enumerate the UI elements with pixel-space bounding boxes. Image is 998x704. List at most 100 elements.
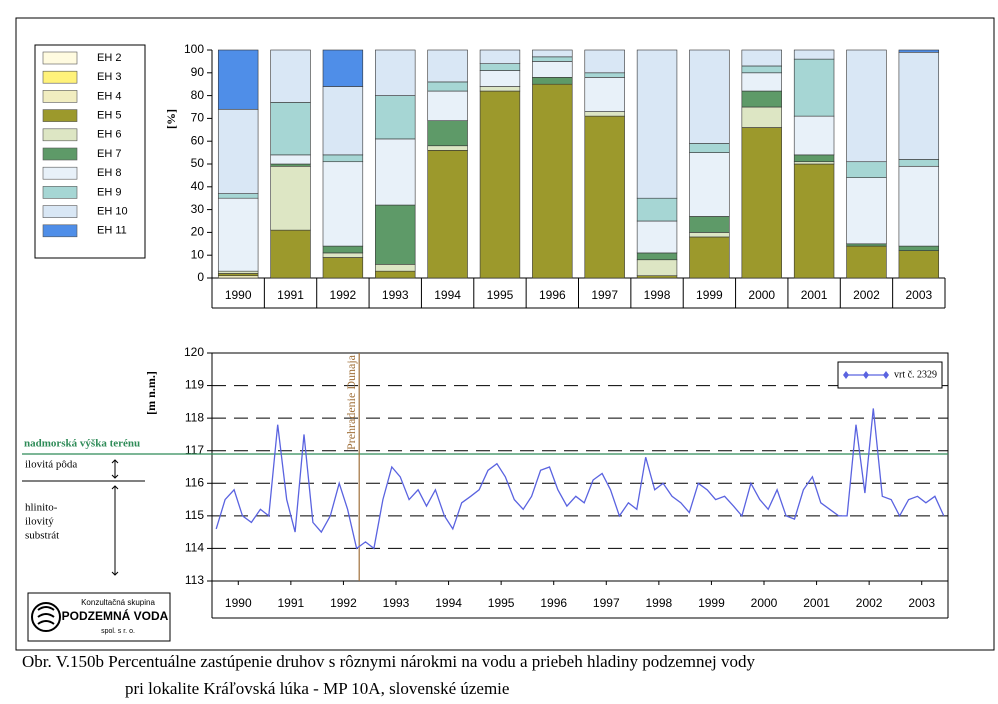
soil-label: ilovitý [25, 516, 54, 528]
bar-segment [898, 51, 940, 160]
bar-segment [270, 163, 311, 167]
bar-segment [741, 127, 782, 279]
bar-segment [532, 61, 573, 78]
x-tick-label: 1996 [539, 288, 566, 302]
bar-segment [793, 115, 835, 156]
bar-segment [793, 161, 835, 165]
bar-segment [636, 197, 678, 222]
x-tick-label: 1991 [277, 288, 304, 302]
bar-segment [793, 163, 835, 279]
x-tick-label: 2000 [751, 596, 778, 610]
x-tick-label: 1993 [382, 288, 409, 302]
y-tick-label: 20 [191, 225, 205, 239]
x-tick-label: 1990 [225, 288, 252, 302]
bar-segment [584, 115, 625, 279]
y-tick-label: 118 [185, 410, 204, 424]
event-label: Prehradenie Dunaja [344, 354, 358, 450]
bar-segment [689, 143, 730, 153]
legend-swatch [42, 186, 78, 199]
bar-segment [427, 150, 468, 279]
logo-waves [37, 606, 55, 625]
y-axis-label: [%] [164, 109, 178, 129]
soil-label: hlinito- [25, 502, 58, 514]
bar-segment [427, 90, 468, 121]
bar-segment [217, 193, 259, 199]
logo: Konzultačná skupina PODZEMNÁ VODA spol. … [27, 592, 171, 642]
logo-text: spol. s r. o. [101, 628, 135, 635]
x-tick-label: 1996 [540, 596, 567, 610]
legend-swatch [42, 51, 78, 65]
bar-segment [270, 154, 311, 165]
y-tick-label: 90 [191, 65, 205, 79]
x-tick-label: 1992 [330, 288, 357, 302]
y-tick-label: 60 [191, 133, 205, 147]
legend-swatch [42, 109, 78, 122]
legend-swatch [42, 70, 78, 84]
x-tick-label: 1993 [383, 596, 410, 610]
y-axis-label: [m n.m.] [144, 371, 158, 415]
bar-segment [846, 49, 887, 163]
bar-segment [898, 49, 940, 53]
bar-segment [270, 229, 311, 279]
bar-segment [322, 86, 364, 156]
x-tick-label: 1999 [698, 596, 725, 610]
x-tick-label: 1997 [593, 596, 620, 610]
legend-swatch [42, 128, 78, 142]
y-tick-label: 50 [191, 156, 205, 170]
bar-segment [898, 250, 940, 279]
legend-label: EH 2 [97, 52, 121, 64]
bar-segment [846, 161, 887, 178]
soil-arrow [111, 485, 119, 576]
x-tick-label: 1990 [225, 596, 252, 610]
x-tick-label: 1999 [696, 288, 723, 302]
bar-segment [322, 161, 364, 247]
x-tick-label: 2002 [856, 596, 883, 610]
legend-marker [863, 371, 869, 379]
legend-swatch [42, 224, 78, 238]
bar-segment [375, 138, 416, 206]
bar-segment [217, 270, 259, 274]
y-tick-label: 116 [185, 475, 204, 489]
x-tick-label: 1995 [488, 596, 515, 610]
x-tick-label: 2000 [748, 288, 775, 302]
caption: Obr. V.150b Percentuálne zastúpenie druh… [22, 652, 756, 671]
y-tick-label: 120 [184, 345, 204, 359]
y-tick-label: 80 [191, 88, 205, 102]
logo-text: Konzultačná skupina [81, 598, 155, 607]
bar-segment [532, 49, 573, 58]
bar-segment [479, 70, 521, 87]
bar-segment [741, 72, 782, 92]
legend-label: EH 3 [97, 71, 121, 83]
legend-label: EH 10 [97, 206, 128, 218]
x-tick-label: 1994 [435, 596, 462, 610]
bar-segment [846, 245, 887, 279]
bar-segment [427, 145, 468, 151]
legend-swatch [42, 90, 78, 103]
bar-segment [741, 106, 782, 128]
bar-segment [375, 270, 416, 279]
bar-segment [636, 252, 678, 261]
bar-segment [270, 165, 311, 231]
reference-label: nadmorská výška terénu [24, 438, 140, 450]
y-tick-label: 115 [185, 508, 204, 522]
bar-segment [532, 77, 573, 85]
bar-segment [532, 56, 573, 62]
y-tick-label: 40 [191, 179, 205, 193]
bar-segment [584, 77, 625, 112]
bar-segment [846, 243, 887, 247]
bar-segment [479, 90, 521, 279]
logo-text: PODZEMNÁ VODA [62, 608, 169, 623]
bar-segment [741, 49, 782, 67]
bar-segment [217, 49, 259, 110]
bar-segment [217, 197, 259, 272]
legend-label: EH 4 [97, 90, 121, 102]
bar-segment [322, 245, 364, 254]
bar-segment [270, 49, 311, 103]
x-tick-label: 2002 [853, 288, 880, 302]
bar-segment [793, 154, 835, 163]
soil-arrow [111, 459, 119, 479]
legend-box [837, 361, 943, 389]
legend: EH 2 EH 3 EH 4 EH 5 EH 6 EH 7 EH 8 EH 9 EH 10 EH … [34, 44, 146, 259]
bar-segment [793, 49, 835, 60]
